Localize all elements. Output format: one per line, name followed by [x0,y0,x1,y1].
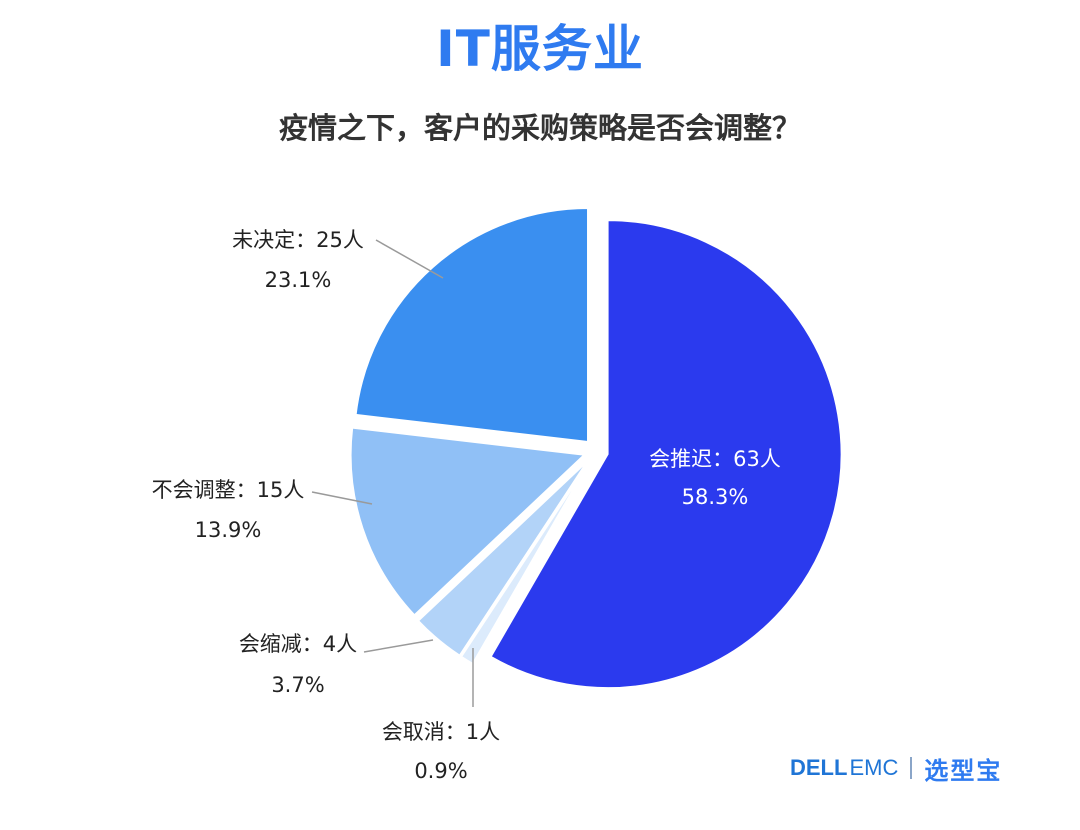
slice-percent-3: 3.7% [271,673,324,697]
leader-line-4 [311,491,373,505]
slice-label-1: 会推迟：63人 [649,447,781,471]
pie-slice-3 [416,459,590,658]
slice-label-5: 未决定：25人 [232,228,364,252]
slice-label-4: 不会调整：15人 [152,478,305,502]
emc-logo-text: EMC [849,755,899,780]
product-logo-text: 选型宝 [924,757,1003,785]
brand-logo: DELL EMC 选型宝 [790,752,1003,785]
slice-percent-5: 23.1% [265,268,332,292]
leader-line-3 [363,639,434,653]
slice-label-2: 会取消：1人 [382,720,500,744]
slice-percent-2: 0.9% [414,759,467,783]
brand-separator [910,757,913,779]
pie-slice-5 [354,207,590,444]
pie-slice-1 [489,219,843,690]
slice-percent-4: 13.9% [195,518,262,542]
slice-percent-1: 58.3% [682,485,749,509]
slice-label-3: 会缩减：4人 [239,632,357,656]
dell-logo-text: DELL [790,755,848,780]
chart-title: IT服务业 [436,20,644,78]
leader-line-5 [375,239,444,279]
pie-slice-4 [349,426,587,617]
chart-subtitle: 疫情之下，客户的采购策略是否会调整？ [278,111,801,145]
